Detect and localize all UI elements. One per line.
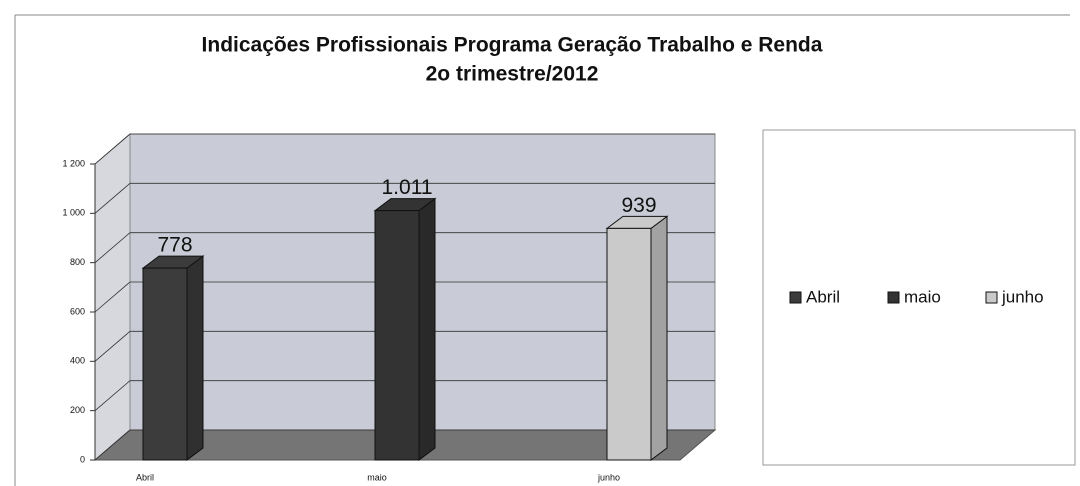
x-tick-label: Abril (136, 472, 154, 482)
bar-front (606, 227, 652, 461)
x-tick-label: junho (597, 472, 620, 482)
legend-label: junho (1001, 287, 1044, 306)
value-label: 778 (157, 234, 192, 257)
grid-line (94, 133, 715, 165)
y-tick-label: 1 200 (62, 158, 85, 168)
bar (605, 215, 669, 461)
legend-box (762, 129, 1076, 466)
bar-front (142, 267, 188, 461)
y-tick-label: 600 (70, 306, 85, 316)
grid-line (94, 281, 715, 313)
y-tick-label: 0 (80, 454, 85, 464)
legend-marker (789, 291, 802, 304)
grid-line (94, 182, 715, 214)
chart-title: Indicações Profissionais Programa Geraçã… (202, 34, 823, 57)
bar (141, 255, 205, 461)
legend-label: Abril (806, 287, 840, 306)
bar-front (374, 210, 420, 461)
y-tick-label: 200 (70, 405, 85, 415)
value-label: 939 (621, 194, 656, 217)
bar-side (650, 215, 668, 461)
value-label: 1.011 (382, 176, 433, 199)
grid-line (94, 232, 715, 263)
grid-line (94, 380, 715, 411)
legend-marker (887, 291, 900, 304)
y-tick-label: 400 (70, 356, 85, 366)
bar-side (418, 197, 436, 461)
chart-subtitle: 2o trimestre/2012 (426, 63, 599, 86)
y-tick-label: 800 (70, 257, 85, 267)
y-tick-label: 1 000 (62, 208, 85, 218)
bar-side (186, 255, 204, 461)
legend-marker (985, 291, 998, 304)
x-tick-label: maio (367, 472, 387, 482)
legend-label: maio (904, 287, 941, 306)
bar (373, 197, 437, 461)
grid-line (94, 429, 715, 461)
grid-line (94, 330, 715, 362)
